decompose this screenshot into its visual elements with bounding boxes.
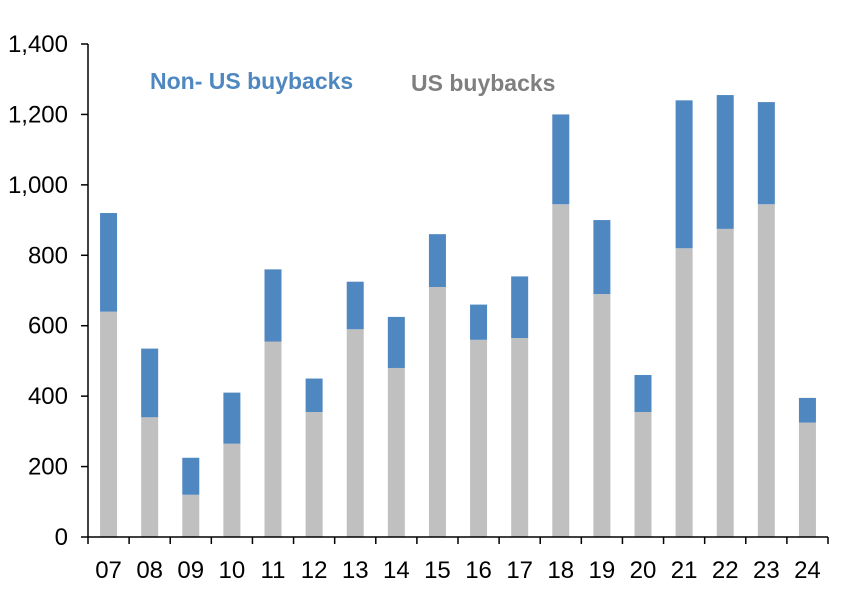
bar-non-us-17	[511, 276, 529, 339]
x-tick-label: 13	[342, 557, 369, 584]
x-tick-label: 17	[506, 557, 533, 584]
x-tick-label: 14	[383, 557, 410, 584]
bar-us-17	[511, 338, 529, 537]
bar-non-us-09	[182, 457, 200, 495]
legend-non-us-buybacks: Non- US buybacks	[150, 68, 353, 94]
x-tick-label: 22	[712, 557, 739, 584]
bar-non-us-19	[593, 220, 611, 295]
bar-us-21	[675, 248, 693, 538]
bar-us-19	[593, 294, 611, 537]
y-tick-label: 800	[28, 242, 68, 269]
y-tick-label: 1,200	[8, 101, 68, 128]
labels-layer: 0 200 400 600 800 1,000 1,200 1,400 07 08 09 10 11 12…	[8, 31, 821, 584]
x-tick-label: 21	[671, 557, 698, 584]
axes-layer	[81, 43, 829, 544]
x-tick-label: 20	[630, 557, 657, 584]
x-tick-label: 11	[261, 557, 286, 584]
bar-us-07	[100, 311, 118, 537]
bars-layer	[100, 95, 816, 538]
bar-non-us-24	[798, 397, 816, 423]
bar-us-23	[757, 204, 775, 537]
bar-non-us-08	[141, 348, 159, 418]
x-tick-label: 08	[136, 557, 163, 584]
x-tick-label: 18	[547, 557, 574, 584]
bar-non-us-07	[100, 213, 118, 312]
bar-us-08	[141, 417, 159, 537]
bar-non-us-14	[387, 316, 405, 368]
y-tick-label: 200	[28, 454, 68, 481]
x-tick-label: 19	[589, 557, 616, 584]
bar-non-us-12	[305, 378, 323, 412]
bar-us-14	[387, 367, 405, 537]
bar-us-11	[264, 341, 282, 537]
bar-non-us-23	[757, 102, 775, 205]
bar-non-us-16	[470, 304, 488, 340]
bar-non-us-22	[716, 95, 734, 229]
x-tick-label: 09	[177, 557, 204, 584]
x-tick-label: 24	[794, 557, 821, 584]
bar-non-us-10	[223, 392, 241, 444]
bar-us-18	[552, 204, 570, 537]
bar-non-us-13	[346, 281, 364, 330]
y-tick-label: 400	[28, 383, 68, 410]
x-tick-label: 10	[219, 557, 246, 584]
bar-us-10	[223, 443, 241, 537]
legend-us-buybacks: US buybacks	[411, 70, 555, 96]
y-tick-label: 1,000	[8, 172, 68, 199]
bar-non-us-20	[634, 375, 652, 412]
bar-us-24	[798, 422, 816, 537]
bar-us-15	[428, 286, 446, 537]
x-tick-label: 23	[753, 557, 780, 584]
bar-non-us-11	[264, 269, 282, 342]
y-tick-label: 1,400	[8, 31, 68, 58]
bar-us-12	[305, 411, 323, 537]
bar-non-us-18	[552, 114, 570, 205]
bar-non-us-21	[675, 100, 693, 249]
y-tick-label: 0	[55, 524, 68, 551]
bar-non-us-15	[428, 234, 446, 287]
bar-us-20	[634, 411, 652, 537]
bar-us-22	[716, 228, 734, 538]
bar-us-13	[346, 329, 364, 537]
x-tick-label: 15	[424, 557, 451, 584]
y-tick-label: 600	[28, 313, 68, 340]
x-tick-label: 16	[465, 557, 492, 584]
bar-us-16	[470, 339, 488, 537]
bar-us-09	[182, 494, 200, 537]
x-tick-label: 12	[301, 557, 328, 584]
x-tick-label: 07	[95, 557, 122, 584]
